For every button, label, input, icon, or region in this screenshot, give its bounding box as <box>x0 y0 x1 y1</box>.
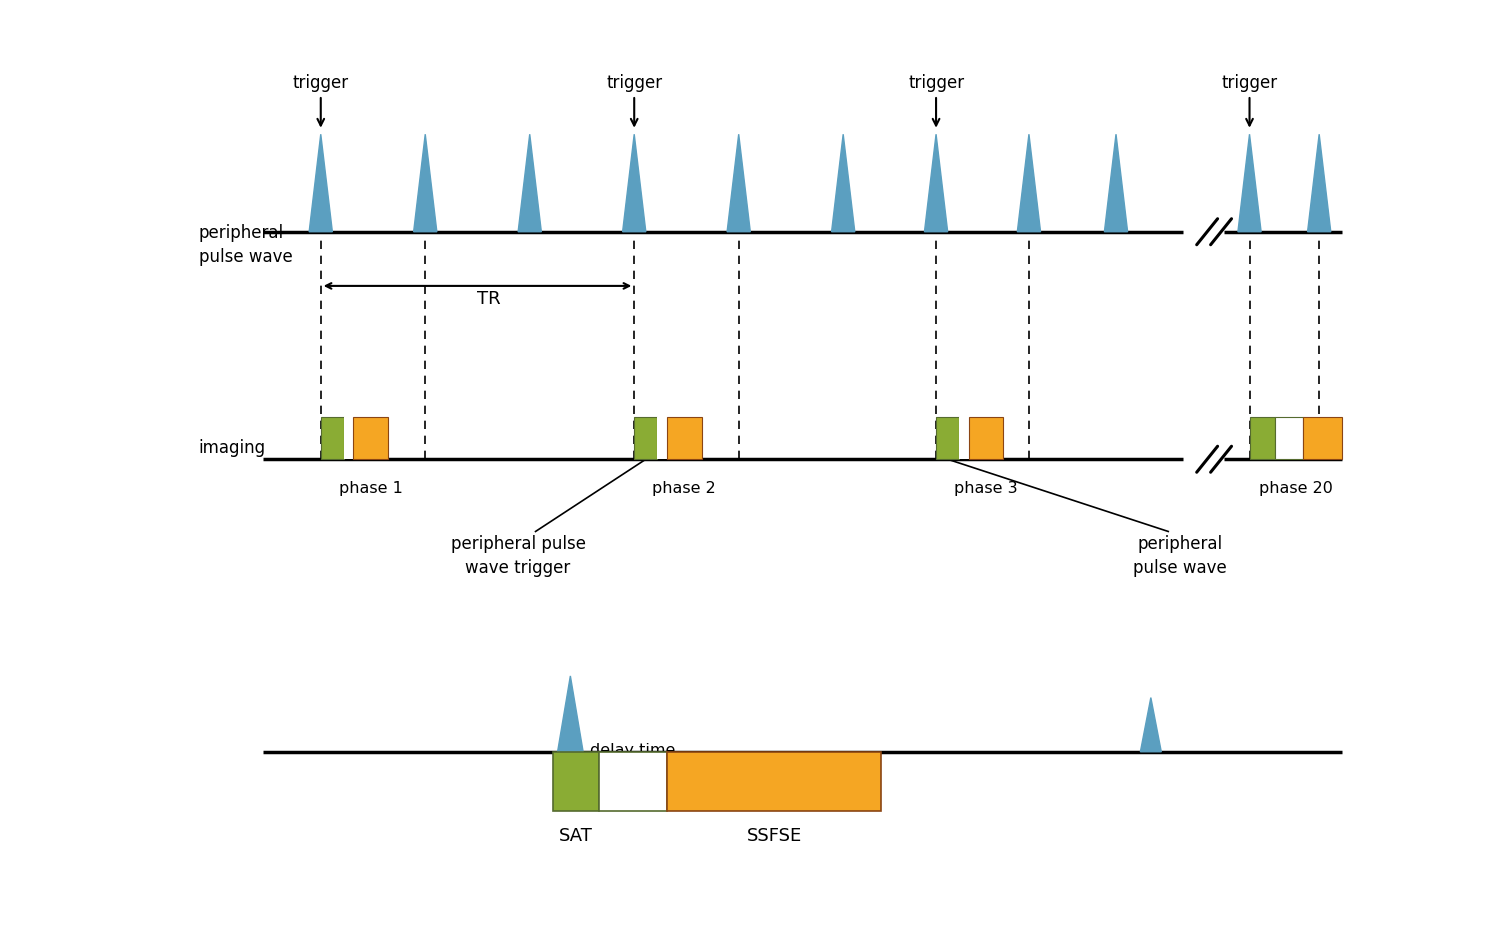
Text: phase 2: phase 2 <box>652 481 716 496</box>
Text: peripheral
pulse wave: peripheral pulse wave <box>199 224 292 265</box>
Bar <box>354 417 388 460</box>
Polygon shape <box>557 676 583 751</box>
Text: SSFSE: SSFSE <box>746 827 801 845</box>
Bar <box>667 751 881 811</box>
Polygon shape <box>518 134 541 232</box>
Text: imaging: imaging <box>199 439 267 458</box>
Polygon shape <box>1140 698 1161 751</box>
Bar <box>936 417 959 460</box>
Text: trigger: trigger <box>607 74 662 126</box>
Bar <box>321 417 345 460</box>
Bar <box>667 417 701 460</box>
Bar <box>345 417 354 460</box>
Polygon shape <box>924 134 948 232</box>
Bar <box>553 751 599 811</box>
Polygon shape <box>1104 134 1128 232</box>
Text: peripheral pulse
wave trigger: peripheral pulse wave trigger <box>451 535 586 577</box>
Text: delay time: delay time <box>590 744 676 759</box>
Text: trigger: trigger <box>292 74 349 126</box>
Bar <box>1303 417 1342 460</box>
Bar <box>658 417 667 460</box>
Polygon shape <box>1237 134 1261 232</box>
Polygon shape <box>831 134 855 232</box>
Polygon shape <box>1308 134 1330 232</box>
Bar <box>599 751 667 811</box>
Text: trigger: trigger <box>1221 74 1278 126</box>
Polygon shape <box>623 134 646 232</box>
Text: phase 3: phase 3 <box>954 481 1017 496</box>
Polygon shape <box>413 134 437 232</box>
Polygon shape <box>309 134 333 232</box>
Bar <box>1275 417 1303 460</box>
Polygon shape <box>727 134 750 232</box>
Bar <box>959 417 969 460</box>
Bar <box>1249 417 1275 460</box>
Text: phase 20: phase 20 <box>1258 481 1333 496</box>
Bar <box>634 417 658 460</box>
Text: trigger: trigger <box>908 74 965 126</box>
Text: SAT: SAT <box>559 827 593 845</box>
Text: TR: TR <box>478 290 500 308</box>
Polygon shape <box>1017 134 1041 232</box>
Bar <box>969 417 1004 460</box>
Text: peripheral
pulse wave: peripheral pulse wave <box>1132 535 1227 577</box>
Text: phase 1: phase 1 <box>339 481 403 496</box>
